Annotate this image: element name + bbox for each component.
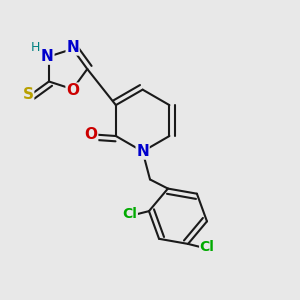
- Text: H: H: [31, 41, 40, 54]
- Text: N: N: [136, 144, 149, 159]
- Text: S: S: [22, 87, 34, 102]
- Text: Cl: Cl: [122, 207, 137, 221]
- Text: O: O: [66, 83, 79, 98]
- Text: Cl: Cl: [200, 240, 214, 254]
- Text: O: O: [85, 127, 98, 142]
- Text: N: N: [41, 49, 54, 64]
- Text: N: N: [66, 40, 79, 55]
